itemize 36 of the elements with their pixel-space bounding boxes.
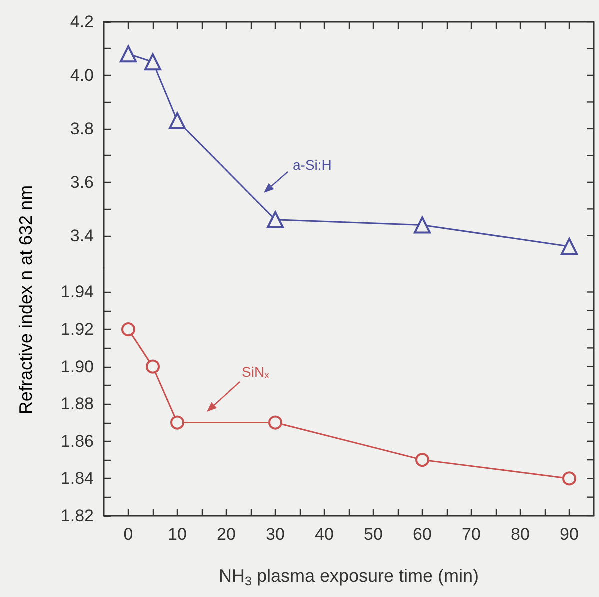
x-tick-label: 60 <box>413 525 432 544</box>
point <box>170 416 184 430</box>
y-tick-label: 3.6 <box>70 172 94 192</box>
y-tick-label: 1.82 <box>60 506 94 526</box>
point <box>268 416 282 430</box>
x-tick-label: 90 <box>560 525 579 544</box>
point <box>122 322 136 337</box>
y-tick-label: 4.0 <box>70 66 94 85</box>
x-tick-label: 80 <box>511 525 530 544</box>
x-tick-label: 10 <box>168 525 187 544</box>
y-tick-label: 4.2 <box>70 12 94 32</box>
point <box>561 238 578 256</box>
y-axis-title: Refractive index n at 632 nm <box>16 185 36 415</box>
point <box>144 54 162 71</box>
x-tick-label: 0 <box>124 525 134 544</box>
x-tick-label: 40 <box>315 525 334 544</box>
point <box>416 453 430 468</box>
annotation: a-Si:H <box>293 157 332 173</box>
y-tick-label: 3.4 <box>70 226 94 246</box>
point <box>146 360 160 374</box>
y-tick-label: 3.8 <box>70 119 94 138</box>
y-tick-label: 1.88 <box>60 394 94 414</box>
point <box>267 211 284 228</box>
x-tick-label: 70 <box>462 525 481 544</box>
x-tick-label: 20 <box>217 525 236 544</box>
x-tick-label: 30 <box>266 525 285 544</box>
y-tick-label: 1.94 <box>60 282 94 302</box>
point <box>414 216 431 234</box>
y-tick-label: 1.90 <box>60 357 94 376</box>
point <box>169 112 186 130</box>
point <box>562 472 576 486</box>
y-tick-label: 1.86 <box>60 432 94 451</box>
x-tick-label: 50 <box>364 525 383 544</box>
point <box>120 46 137 63</box>
y-tick-label: 1.92 <box>60 320 94 340</box>
y-tick-label: 1.84 <box>60 469 94 488</box>
